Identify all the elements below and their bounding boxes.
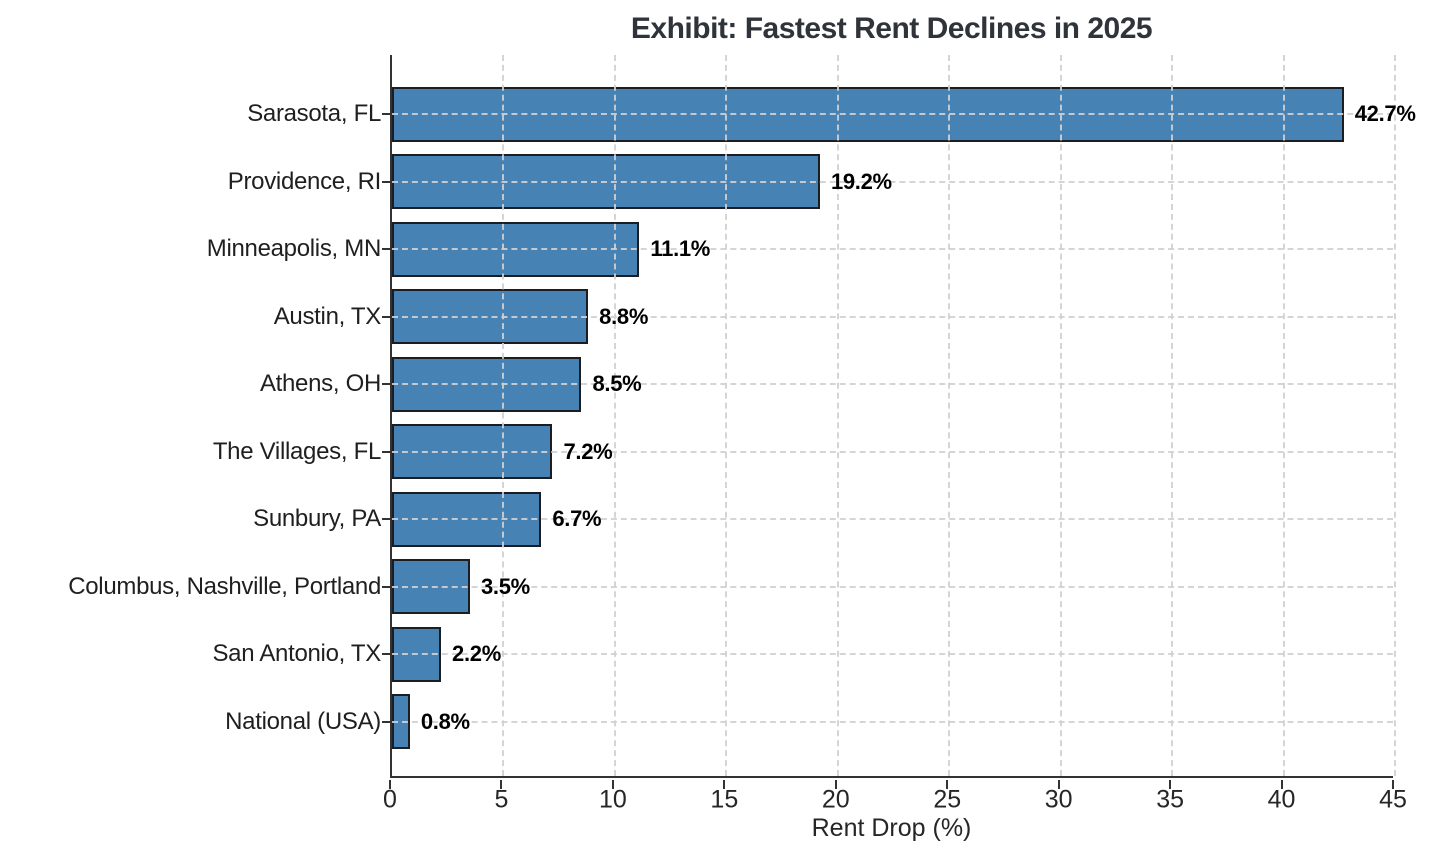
bar-8	[392, 559, 470, 614]
x-tick-mark	[1057, 780, 1060, 789]
y-tick-mark	[382, 450, 390, 453]
y-gridline	[392, 720, 1393, 723]
category-label: Athens, OH	[259, 370, 381, 397]
chart-title: Exhibit: Fastest Rent Declines in 2025	[630, 12, 1153, 45]
x-tick-label: 45	[1379, 785, 1407, 814]
category-label: Austin, TX	[273, 302, 382, 330]
category-label: National (USA)	[225, 707, 381, 735]
x-tick-label: 35	[1156, 785, 1185, 814]
x-tick-mark	[500, 780, 503, 789]
bar-value-label: 7.2%	[563, 438, 613, 464]
y-gridline	[392, 518, 1393, 520]
y-tick-mark	[382, 180, 390, 183]
category-label: Providence, RI	[227, 167, 382, 195]
y-tick-mark	[382, 720, 390, 723]
bar-value-label: 19.2%	[830, 168, 892, 194]
category-label: San Antonio, TX	[212, 640, 381, 667]
y-gridline	[392, 585, 1393, 588]
bar-10	[392, 694, 410, 749]
x-tick-mark	[946, 780, 949, 789]
bar-5	[392, 356, 582, 412]
y-tick-mark	[382, 653, 390, 655]
bar-value-label: 11.1%	[650, 236, 711, 261]
y-tick-mark	[382, 248, 390, 250]
bar-9	[392, 626, 442, 682]
bar-value-label: 8.8%	[599, 303, 649, 329]
bar-value-label: 3.5%	[481, 573, 530, 599]
category-label: Columbus, Nashville, Portland	[68, 572, 381, 600]
x-tick-mark	[723, 780, 726, 789]
x-tick-mark	[1169, 780, 1172, 789]
x-gridline	[1394, 55, 1396, 776]
x-gridline	[948, 55, 951, 776]
category-label: Sarasota, FL	[247, 100, 381, 127]
y-tick-mark	[382, 315, 390, 318]
bar-6	[392, 424, 553, 479]
y-tick-mark	[382, 585, 390, 588]
x-tick-mark	[1392, 780, 1394, 789]
category-label: Minneapolis, MN	[206, 235, 382, 262]
category-label: The Villages, FL	[212, 437, 381, 465]
x-tick-label: 40	[1267, 785, 1296, 814]
y-tick-mark	[382, 518, 390, 520]
bar-value-label: 6.7%	[552, 506, 602, 531]
x-gridline	[1059, 55, 1062, 776]
bar-value-label: 2.2%	[452, 641, 501, 666]
bar-7	[392, 491, 542, 547]
x-tick-mark	[834, 780, 837, 789]
y-tick-mark	[382, 383, 390, 385]
bar-value-label: 42.7%	[1354, 101, 1416, 126]
x-tick-label: 0	[383, 785, 397, 814]
x-gridline	[836, 55, 839, 776]
x-tick-label: 25	[933, 785, 962, 814]
x-tick-label: 20	[821, 785, 850, 814]
x-tick-label: 5	[494, 785, 509, 814]
x-tick-label: 30	[1044, 785, 1073, 814]
x-tick-mark	[389, 780, 391, 789]
x-tick-label: 15	[710, 785, 739, 814]
y-gridline	[392, 653, 1393, 655]
bar-1	[392, 86, 1344, 142]
category-label: Sunbury, PA	[253, 505, 381, 532]
x-tick-mark	[1280, 780, 1283, 789]
x-tick-label: 10	[598, 785, 627, 814]
bar-2	[392, 154, 820, 209]
x-axis-label: Rent Drop (%)	[811, 814, 972, 842]
y-tick-mark	[382, 113, 390, 115]
bar-value-label: 0.8%	[420, 708, 470, 734]
plot-area: 42.7% 19.2% 11.1% 8.8% 8.5% 7.2% 6.7% 3.5% 2.2% 0…	[390, 55, 1416, 778]
bar-4	[392, 289, 589, 344]
x-gridline	[1282, 55, 1285, 776]
x-gridline	[1171, 55, 1174, 776]
x-tick-mark	[611, 780, 614, 789]
bar-3	[392, 221, 640, 277]
bar-value-label: 8.5%	[592, 371, 642, 396]
